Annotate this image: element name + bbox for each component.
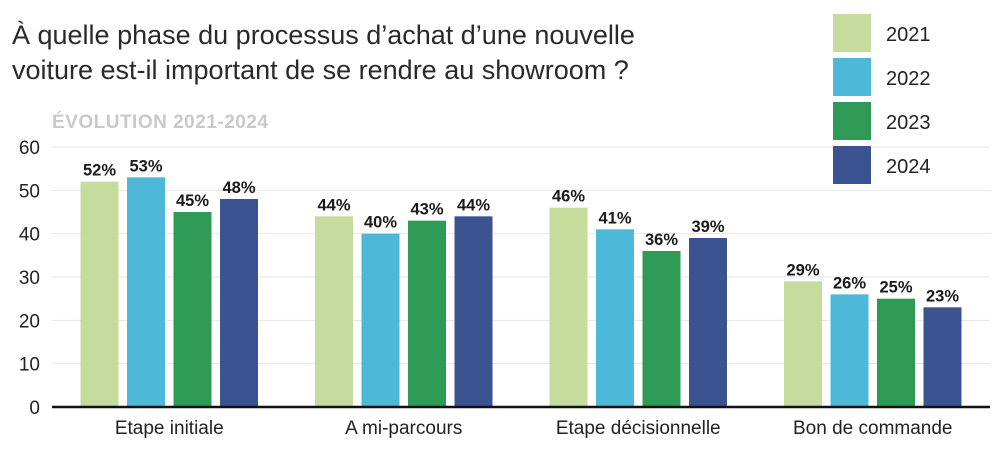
y-tick-label: 30 xyxy=(19,268,40,289)
legend-label: 2023 xyxy=(886,112,931,134)
bar-2023 xyxy=(642,251,681,407)
bar-2024 xyxy=(689,238,727,407)
data-label: 29% xyxy=(786,261,819,279)
data-labels: 52% 53% 45% 48% 44% 40% 43% 44% 46% 41% 36% 39% 29% 2… xyxy=(83,157,959,305)
data-label: 48% xyxy=(222,179,255,197)
data-label: 53% xyxy=(129,157,162,175)
legend-swatch-2021 xyxy=(833,14,871,52)
data-label: 41% xyxy=(598,209,631,227)
x-tick-label: Etape initiale xyxy=(115,418,224,439)
data-label: 43% xyxy=(410,201,443,219)
bar-2023 xyxy=(408,220,446,407)
legend-label: 2024 xyxy=(886,156,931,178)
data-label: 44% xyxy=(317,196,350,214)
data-label: 45% xyxy=(176,192,209,210)
legend-label: 2022 xyxy=(886,68,931,90)
y-tick-label: 10 xyxy=(19,355,40,376)
x-axis: Etape initiale A mi-parcours Etape décisio… xyxy=(52,405,990,439)
bar-2024 xyxy=(923,307,962,407)
x-tick-label: A mi-parcours xyxy=(345,418,462,439)
bar-2021 xyxy=(784,281,822,407)
data-label: 40% xyxy=(364,214,397,232)
bar-2022 xyxy=(830,294,869,407)
legend-swatch-2022 xyxy=(833,58,871,96)
title-line-1: À quelle phase du processus d’achat d’un… xyxy=(12,20,635,50)
bar-2021 xyxy=(549,207,588,407)
bar-2024 xyxy=(220,199,258,407)
bar-2021 xyxy=(315,216,353,407)
bar-2022 xyxy=(361,233,400,407)
data-label: 39% xyxy=(691,218,724,236)
title-line-2: voiture est-il important de se rendre au… xyxy=(12,55,629,85)
x-tick-label: Bon de commande xyxy=(793,418,953,439)
data-label: 36% xyxy=(645,231,678,249)
y-tick-label: 0 xyxy=(29,398,40,419)
y-tick-label: 20 xyxy=(19,311,40,332)
x-tick-label: Etape décisionnelle xyxy=(556,418,721,439)
y-tick-label: 60 xyxy=(19,138,40,159)
data-label: 25% xyxy=(879,279,912,297)
chart-title: À quelle phase du processus d’achat d’un… xyxy=(12,20,635,85)
y-axis: 0 10 20 30 40 50 60 xyxy=(19,138,40,419)
data-label: 52% xyxy=(83,162,116,180)
bar-2022 xyxy=(596,229,634,407)
bar-2024 xyxy=(454,216,493,407)
bars xyxy=(80,177,962,407)
y-tick-label: 40 xyxy=(19,225,40,246)
y-tick-label: 50 xyxy=(19,181,40,202)
chart-subtitle: ÉVOLUTION 2021-2024 xyxy=(52,111,268,133)
bar-2021 xyxy=(80,181,119,407)
legend: 2021 2022 2023 2024 xyxy=(833,14,931,184)
legend-label: 2021 xyxy=(886,24,931,46)
data-label: 23% xyxy=(926,287,959,305)
data-label: 46% xyxy=(552,188,585,206)
data-label: 26% xyxy=(833,274,866,292)
bar-2022 xyxy=(127,177,165,407)
bar-2023 xyxy=(877,298,915,407)
legend-swatch-2023 xyxy=(833,102,871,140)
data-label: 44% xyxy=(457,196,490,214)
legend-swatch-2024 xyxy=(833,146,871,184)
bar-2023 xyxy=(173,212,212,407)
